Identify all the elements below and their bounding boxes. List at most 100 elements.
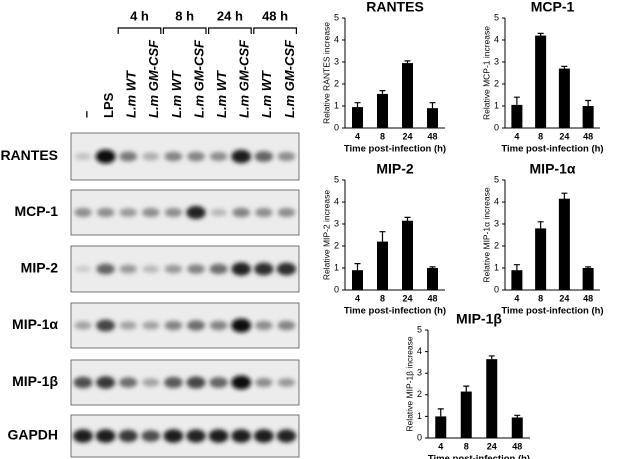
band <box>277 378 296 387</box>
y-tick-label: 5 <box>334 174 339 184</box>
bar <box>427 268 438 290</box>
x-axis-label: Time post-infection (h) <box>344 144 446 155</box>
error-bar <box>561 192 568 199</box>
y-tick-label: 2 <box>334 78 339 88</box>
y-axis-label: Relative MCP-1 increase <box>481 26 491 120</box>
error-bar <box>354 263 361 271</box>
band <box>186 205 206 220</box>
error-bar <box>354 102 361 108</box>
x-tick-label: 24 <box>559 131 569 141</box>
bar <box>402 220 413 290</box>
y-tick-label: 0 <box>334 122 339 132</box>
error-bar <box>429 266 436 268</box>
band <box>96 263 115 275</box>
group-bracket <box>208 27 252 34</box>
bar <box>558 198 570 290</box>
y-tick-label: 5 <box>334 12 339 22</box>
band <box>276 429 297 443</box>
band <box>231 149 252 164</box>
x-tick-label: 24 <box>559 293 569 303</box>
chart-title: MIP-1α <box>530 161 576 177</box>
y-tick-label: 3 <box>417 368 422 378</box>
y-tick-label: 1 <box>494 262 499 272</box>
x-tick-label: 48 <box>512 441 522 451</box>
band <box>231 429 252 443</box>
y-axis-label: Relative MIP-2 increase <box>321 190 331 281</box>
band <box>208 429 229 443</box>
chart-title: MIP-2 <box>376 161 414 177</box>
y-tick-label: 2 <box>494 240 499 250</box>
band <box>186 376 206 389</box>
y-axis-label: Relative MIP-1α increase <box>481 187 491 282</box>
error-bar <box>437 408 444 417</box>
bar <box>486 359 498 438</box>
x-tick-label: 4 <box>514 293 519 303</box>
band <box>96 319 116 332</box>
band <box>164 320 183 331</box>
band <box>96 376 116 389</box>
time-group-label: 8 h <box>175 8 194 23</box>
error-bar <box>585 266 592 268</box>
bar <box>352 107 363 128</box>
bar <box>435 416 447 438</box>
band <box>187 151 205 162</box>
group-bracket <box>162 27 207 34</box>
bar <box>582 106 594 128</box>
lane-label: L.m WT <box>169 70 184 118</box>
y-tick-label: 1 <box>494 100 499 110</box>
x-tick-label: 48 <box>427 131 437 141</box>
band <box>118 429 138 443</box>
x-tick-label: 24 <box>402 131 412 141</box>
band <box>142 321 160 330</box>
x-axis-label: Time post-infection (h) <box>501 144 603 155</box>
bar <box>352 270 363 290</box>
band <box>254 262 274 276</box>
y-tick-label: 0 <box>494 284 499 294</box>
x-tick-label: 48 <box>583 293 593 303</box>
x-tick-label: 8 <box>380 131 385 141</box>
band <box>142 207 160 218</box>
x-tick-label: 24 <box>402 293 412 303</box>
band <box>209 320 228 331</box>
error-bar <box>537 32 544 36</box>
lane-label: L.m WT <box>124 70 139 118</box>
error-bar <box>585 99 592 106</box>
band <box>186 320 206 331</box>
error-bar <box>514 414 521 418</box>
error-bar <box>488 355 495 360</box>
bar <box>377 241 388 290</box>
band <box>119 151 138 162</box>
bar <box>558 68 570 128</box>
band <box>74 265 92 273</box>
band <box>73 376 93 389</box>
error-bar <box>379 231 386 242</box>
y-tick-label: 5 <box>494 12 499 22</box>
bar <box>511 417 523 438</box>
x-axis-label: Time post-infection (h) <box>344 306 446 317</box>
y-tick-label: 0 <box>417 432 422 442</box>
group-bracket <box>117 27 162 34</box>
row-label: MIP-1α <box>12 316 58 332</box>
y-tick-label: 5 <box>417 324 422 334</box>
x-axis-label: Time post-infection (h) <box>501 306 603 317</box>
chart-title: MIP-1β <box>456 311 502 327</box>
y-tick-label: 4 <box>494 34 499 44</box>
band <box>164 264 183 274</box>
y-tick-label: 2 <box>417 389 422 399</box>
band <box>142 378 160 387</box>
band <box>231 262 251 276</box>
y-tick-label: 4 <box>494 196 499 206</box>
row-label: MIP-2 <box>21 260 59 276</box>
band <box>96 207 115 218</box>
x-tick-label: 24 <box>487 441 497 451</box>
band <box>209 377 228 388</box>
lane-label: L.m GM-CSF <box>146 39 161 118</box>
x-tick-label: 4 <box>355 293 360 303</box>
error-bar <box>429 102 436 109</box>
band <box>232 207 251 218</box>
lane-label: L.m WT <box>214 70 229 118</box>
band <box>231 318 252 333</box>
x-tick-label: 8 <box>380 293 385 303</box>
error-bar <box>537 221 544 229</box>
lane-label: L.m GM-CSF <box>237 39 252 118</box>
